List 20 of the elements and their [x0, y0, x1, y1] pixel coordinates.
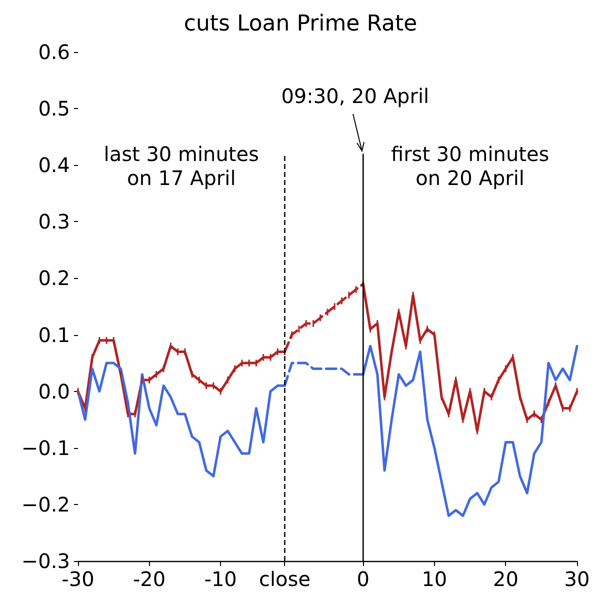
- chart-title: cuts Loan Prime Rate: [184, 12, 418, 36]
- annotation: last 30 minutes on 17 April: [104, 142, 259, 190]
- y-tick-label: 0.0: [38, 379, 70, 404]
- y-tick-label: 0.2: [38, 266, 70, 290]
- annotation: first 30 minutes on 20 April: [390, 142, 550, 190]
- y-tick-label: −0.1: [21, 436, 70, 460]
- y-tick-label: 0.4: [38, 153, 70, 178]
- y-tick-label: −0.2: [21, 492, 70, 516]
- y-tick-label: 0.3: [38, 210, 70, 234]
- x-tick-label: close: [258, 567, 310, 591]
- y-tick-label: 0.1: [38, 322, 70, 347]
- x-tick-label: -20: [132, 567, 166, 591]
- x-tick-label: -10: [204, 567, 237, 591]
- x-tick-label: 30: [564, 567, 590, 591]
- x-tick-label: 20: [492, 567, 518, 591]
- y-tick-label: 0.5: [38, 96, 70, 121]
- x-tick-label: 0: [356, 567, 370, 591]
- annotation: 09:30, 20 April: [281, 84, 430, 108]
- y-tick-label: 0.6: [38, 40, 70, 64]
- x-tick-label: 10: [422, 567, 448, 591]
